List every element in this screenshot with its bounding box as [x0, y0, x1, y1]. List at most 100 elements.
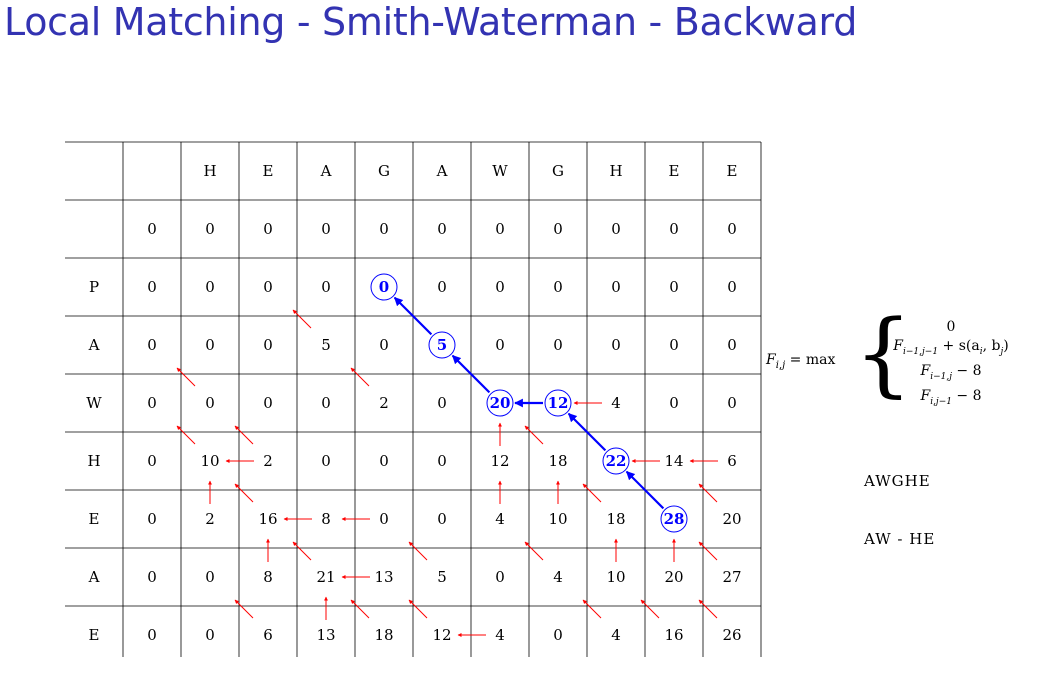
matrix-cell: 0	[553, 336, 563, 354]
matrix-cell: 0	[727, 278, 737, 296]
matrix-cell: 2	[263, 452, 273, 470]
matrix-cell: 10	[548, 510, 567, 528]
matrix-cell: 0	[263, 336, 273, 354]
backtrack-arrow	[582, 599, 602, 619]
path-cell: 20	[490, 394, 511, 412]
matrix-cell: 5	[437, 568, 447, 586]
matrix-cell: 0	[669, 394, 679, 412]
matrix-cell: 0	[147, 452, 157, 470]
path-circle	[544, 389, 572, 417]
traceback-path-arrow	[393, 296, 433, 336]
row-header-a: A	[88, 568, 100, 586]
matrix-cell: 13	[374, 568, 393, 586]
matrix-cell: 0	[147, 278, 157, 296]
row-header-a: A	[88, 336, 100, 354]
matrix-cell: 16	[664, 626, 683, 644]
matrix-cell: 6	[263, 626, 273, 644]
matrix-cell: 0	[437, 394, 447, 412]
backtrack-arrow	[524, 425, 544, 445]
row-header-e: E	[89, 510, 100, 528]
formula-brace: {	[854, 300, 913, 407]
backtrack-arrow	[350, 367, 370, 387]
matrix-cell: 4	[611, 626, 621, 644]
path-circle	[602, 447, 630, 475]
formula-case-1: 0	[946, 319, 956, 335]
backtrack-arrow	[234, 483, 254, 503]
backtrack-arrow	[698, 599, 718, 619]
row-header-h: H	[87, 452, 100, 470]
backtrack-arrow	[234, 425, 254, 445]
backtrack-arrow	[698, 483, 718, 503]
matrix-cell: 13	[316, 626, 335, 644]
backtrack-arrow	[292, 309, 312, 329]
matrix-cell: 0	[611, 278, 621, 296]
matrix-cell: 0	[147, 568, 157, 586]
matrix-cell: 8	[321, 510, 331, 528]
matrix-cell: 0	[727, 394, 737, 412]
matrix-cell: 27	[722, 568, 741, 586]
matrix-cell: 20	[722, 510, 741, 528]
traceback-path-arrow	[451, 354, 491, 394]
matrix-cell: 0	[669, 220, 679, 238]
matrix-cell: 0	[611, 336, 621, 354]
matrix-cell: 0	[669, 278, 679, 296]
matrix-cell: 12	[432, 626, 451, 644]
matrix-cell: 0	[205, 568, 215, 586]
matrix-cell: 0	[263, 220, 273, 238]
matrix-cell: 2	[205, 510, 215, 528]
matrix-cell: 0	[205, 336, 215, 354]
formula-cases: 0 Fi−1,j−1 + s(ai, bj) Fi−1,j − 8 Fi,j−1…	[876, 318, 1026, 411]
matrix-cell: 0	[495, 568, 505, 586]
matrix-cell: 0	[553, 220, 563, 238]
matrix-cell: 6	[727, 452, 737, 470]
matrix-cell: 0	[379, 510, 389, 528]
slide-title: Local Matching - Smith-Waterman - Backwa…	[4, 0, 858, 44]
matrix-cell: 0	[147, 510, 157, 528]
col-header-a: A	[436, 162, 448, 180]
backtrack-arrow	[292, 541, 312, 561]
col-header-h: H	[609, 162, 622, 180]
matrix-cell: 0	[147, 394, 157, 412]
matrix-cell: 0	[147, 220, 157, 238]
row-header-w: W	[86, 394, 102, 412]
matrix-cell: 26	[722, 626, 741, 644]
matrix-cell: 0	[205, 220, 215, 238]
col-header-h: H	[203, 162, 216, 180]
path-circle	[370, 273, 398, 301]
matrix-cell: 0	[611, 220, 621, 238]
matrix-cell: 4	[495, 626, 505, 644]
matrix-cell: 21	[316, 568, 335, 586]
matrix-cell: 14	[664, 452, 683, 470]
col-header-g: G	[378, 162, 390, 180]
row-header-p: P	[89, 278, 99, 296]
matrix-cell: 0	[437, 220, 447, 238]
matrix-cell: 4	[611, 394, 621, 412]
col-header-e: E	[263, 162, 274, 180]
traceback-path-arrow	[567, 412, 607, 452]
matrix-cell: 16	[258, 510, 277, 528]
matrix-cell: 0	[321, 278, 331, 296]
matrix-cell: 0	[379, 336, 389, 354]
path-circle	[428, 331, 456, 359]
matrix-cell: 18	[606, 510, 625, 528]
formula-case-3: Fi−1,j − 8	[920, 362, 982, 382]
matrix-cell: 0	[147, 626, 157, 644]
matrix-cell: 18	[548, 452, 567, 470]
matrix-cell: 0	[495, 220, 505, 238]
formula-lhs: Fi,j = max	[766, 352, 836, 371]
traceback-path-arrow	[625, 470, 665, 510]
matrix-cell: 0	[727, 220, 737, 238]
matrix-cell: 0	[263, 278, 273, 296]
alignment-top: AWGHE	[864, 472, 931, 490]
backtrack-arrow	[640, 599, 660, 619]
col-header-a: A	[320, 162, 332, 180]
formula-case-4: Fi,j−1 − 8	[920, 387, 982, 407]
matrix-cell: 4	[495, 510, 505, 528]
backtrack-arrow	[524, 541, 544, 561]
matrix-cell: 0	[147, 336, 157, 354]
path-cell: 12	[548, 394, 569, 412]
path-circle	[660, 505, 688, 533]
matrix-cell: 10	[606, 568, 625, 586]
matrix-cell: 4	[553, 568, 563, 586]
